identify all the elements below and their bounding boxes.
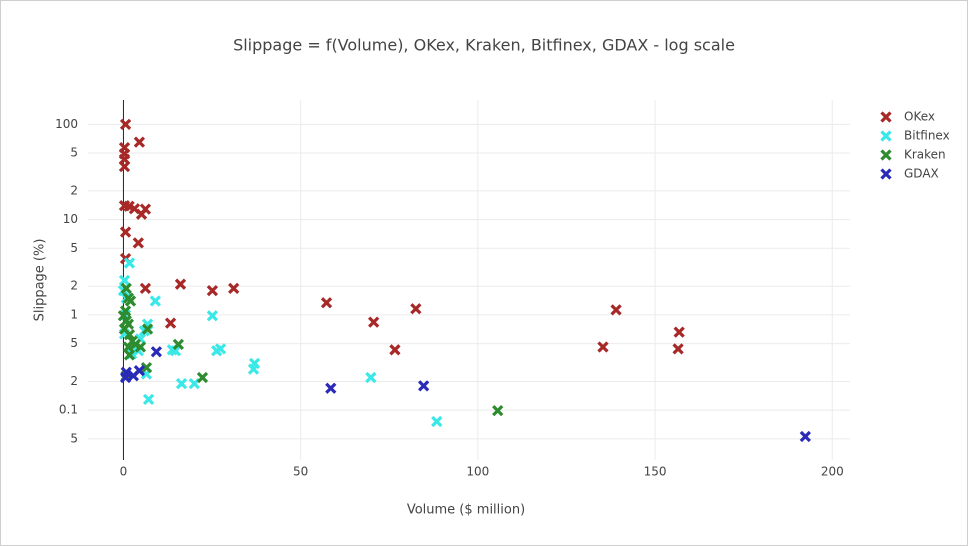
point: [610, 304, 622, 316]
x-tick-label: 50: [293, 465, 308, 479]
y-tick-label: 0.1: [59, 403, 78, 417]
point: [206, 284, 219, 297]
point: [119, 118, 132, 130]
point: [123, 349, 136, 361]
point: [118, 160, 131, 173]
point: [150, 346, 163, 358]
point: [174, 278, 187, 290]
point: [418, 380, 430, 392]
point: [196, 371, 209, 384]
point: [142, 393, 155, 405]
point: [365, 371, 377, 384]
point: [673, 326, 685, 338]
point: [492, 404, 504, 417]
point: [368, 316, 380, 328]
legend-marker: [880, 149, 892, 161]
x-axis-title: Volume ($ million): [407, 503, 525, 518]
point: [320, 297, 333, 309]
y-tick-label: 100: [55, 117, 78, 131]
point: [139, 203, 152, 215]
y-tick-label: 2: [70, 374, 78, 388]
point: [164, 317, 177, 329]
legend-label: GDAX: [904, 167, 939, 181]
point: [124, 295, 137, 307]
y-tick-label: 1: [70, 307, 78, 321]
x-tick-label: 150: [644, 465, 667, 479]
legend-label: Kraken: [904, 148, 946, 162]
point: [172, 338, 185, 351]
legend-label: OKex: [904, 110, 935, 124]
point: [410, 303, 422, 315]
point: [133, 136, 146, 148]
point: [389, 344, 401, 356]
y-axis-title: Slippage (%): [33, 239, 48, 322]
legend-label: Bitfinex: [904, 129, 950, 143]
y-tick-label: 5: [70, 146, 78, 160]
point: [120, 282, 132, 294]
point: [123, 329, 136, 341]
y-tick-label: 2: [70, 183, 78, 197]
point: [325, 382, 337, 394]
point: [175, 377, 188, 390]
chart-title: Slippage = f(Volume), OKex, Kraken, Bitf…: [233, 36, 735, 55]
point: [228, 282, 240, 294]
legend-marker: [880, 168, 892, 180]
point: [119, 226, 132, 238]
y-tick-label: 5: [70, 431, 78, 445]
point: [206, 310, 219, 322]
legend-marker: [880, 130, 892, 142]
point: [214, 343, 227, 355]
y-tick-label: 2: [70, 279, 78, 293]
point: [799, 430, 811, 443]
y-tick-label: 10: [63, 212, 78, 226]
x-tick-label: 100: [466, 465, 489, 479]
point: [140, 361, 153, 374]
point: [247, 363, 260, 375]
point: [149, 295, 161, 307]
point: [133, 365, 146, 377]
point: [139, 282, 152, 294]
point: [672, 343, 684, 355]
point: [119, 371, 132, 384]
legend-marker: [880, 111, 892, 123]
point: [597, 341, 609, 353]
point: [118, 274, 131, 287]
point: [431, 415, 443, 428]
x-tick-label: 200: [821, 465, 844, 479]
point: [169, 345, 182, 357]
point: [132, 237, 144, 249]
point: [123, 257, 136, 269]
x-tick-label: 0: [120, 465, 128, 479]
y-tick-label: 5: [70, 336, 78, 350]
point: [134, 341, 147, 353]
point: [141, 323, 154, 335]
y-tick-label: 5: [70, 241, 78, 255]
